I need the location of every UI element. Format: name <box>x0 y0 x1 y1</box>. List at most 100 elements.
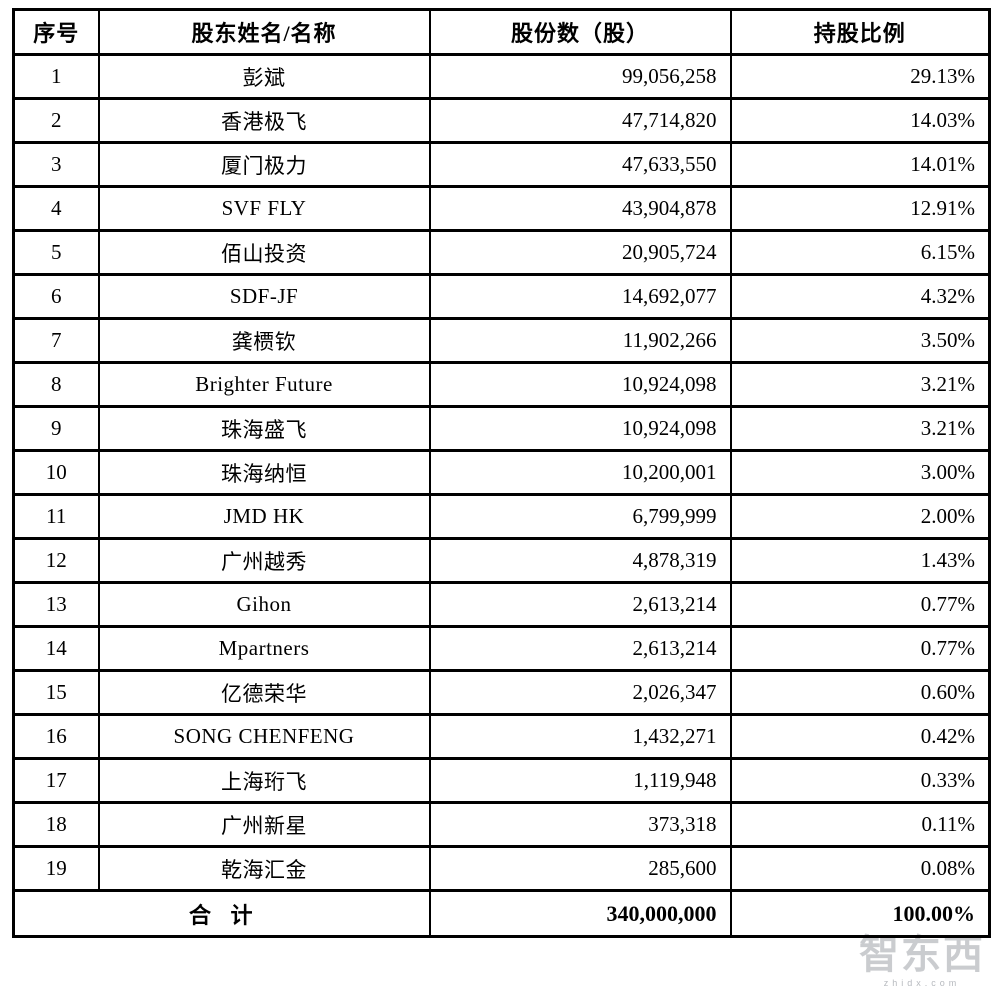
row-serial-number: 11 <box>12 493 100 540</box>
shareholder-table: 序号 股东姓名/名称 股份数（股） 持股比例 1 彭斌 99,056,258 29.1… <box>12 8 991 938</box>
row-serial-number: 10 <box>12 449 100 496</box>
row-ownership-percent: 0.33% <box>729 757 991 804</box>
row-shareholder-name: 佰山投资 <box>97 229 431 276</box>
row-share-count: 10,200,001 <box>428 449 732 496</box>
zhidx-domain-text: zhidx.com <box>883 978 961 988</box>
row-shareholder-name: 亿德荣华 <box>97 669 431 716</box>
row-ownership-percent: 0.77% <box>729 625 991 672</box>
row-share-count: 99,056,258 <box>428 53 732 100</box>
row-shareholder-name: SONG CHENFENG <box>97 713 431 760</box>
table-row: 11 JMD HK 6,799,999 2.00% <box>12 493 991 540</box>
row-ownership-percent: 0.60% <box>729 669 991 716</box>
table-row: 18 广州新星 373,318 0.11% <box>12 801 991 848</box>
row-share-count: 43,904,878 <box>428 185 732 232</box>
row-shareholder-name: Mpartners <box>97 625 431 672</box>
row-ownership-percent: 2.00% <box>729 493 991 540</box>
row-shareholder-name: 厦门极力 <box>97 141 431 188</box>
table-row: 12 广州越秀 4,878,319 1.43% <box>12 537 991 584</box>
row-serial-number: 16 <box>12 713 100 760</box>
row-shareholder-name: Gihon <box>97 581 431 628</box>
row-shareholder-name: Brighter Future <box>97 361 431 408</box>
row-serial-number: 2 <box>12 97 100 144</box>
row-ownership-percent: 4.32% <box>729 273 991 320</box>
table-row: 10 珠海纳恒 10,200,001 3.00% <box>12 449 991 496</box>
table-row: 8 Brighter Future 10,924,098 3.21% <box>12 361 991 408</box>
row-shareholder-name: 珠海纳恒 <box>97 449 431 496</box>
row-shareholder-name: 上海珩飞 <box>97 757 431 804</box>
row-share-count: 6,799,999 <box>428 493 732 540</box>
row-serial-number: 19 <box>12 845 100 892</box>
zhidx-watermark: 智东西 zhidx.com <box>852 935 992 988</box>
row-serial-number: 7 <box>12 317 100 364</box>
table-row: 14 Mpartners 2,613,214 0.77% <box>12 625 991 672</box>
table-row: 7 龚槚钦 11,902,266 3.50% <box>12 317 991 364</box>
row-share-count: 2,613,214 <box>428 581 732 628</box>
row-serial-number: 6 <box>12 273 100 320</box>
row-share-count: 4,878,319 <box>428 537 732 584</box>
row-share-count: 10,924,098 <box>428 361 732 408</box>
table-row: 13 Gihon 2,613,214 0.77% <box>12 581 991 628</box>
table-row: 17 上海珩飞 1,119,948 0.33% <box>12 757 991 804</box>
row-shareholder-name: 广州新星 <box>97 801 431 848</box>
table-row: 3 厦门极力 47,633,550 14.01% <box>12 141 991 188</box>
row-shareholder-name: 广州越秀 <box>97 537 431 584</box>
row-ownership-percent: 29.13% <box>729 53 991 100</box>
row-shareholder-name: JMD HK <box>97 493 431 540</box>
row-ownership-percent: 0.08% <box>729 845 991 892</box>
row-serial-number: 14 <box>12 625 100 672</box>
row-share-count: 10,924,098 <box>428 405 732 452</box>
row-serial-number: 15 <box>12 669 100 716</box>
row-serial-number: 17 <box>12 757 100 804</box>
header-serial-number: 序号 <box>12 8 100 56</box>
row-share-count: 47,714,820 <box>428 97 732 144</box>
header-share-count: 股份数（股） <box>428 8 732 56</box>
row-share-count: 285,600 <box>428 845 732 892</box>
row-shareholder-name: 龚槚钦 <box>97 317 431 364</box>
row-serial-number: 4 <box>12 185 100 232</box>
row-ownership-percent: 1.43% <box>729 537 991 584</box>
row-ownership-percent: 0.11% <box>729 801 991 848</box>
row-serial-number: 5 <box>12 229 100 276</box>
row-shareholder-name: SVF FLY <box>97 185 431 232</box>
row-share-count: 14,692,077 <box>428 273 732 320</box>
row-ownership-percent: 0.77% <box>729 581 991 628</box>
row-serial-number: 18 <box>12 801 100 848</box>
row-ownership-percent: 3.21% <box>729 405 991 452</box>
total-ownership-percent: 100.00% <box>729 889 991 938</box>
table-row: 1 彭斌 99,056,258 29.13% <box>12 53 991 100</box>
row-share-count: 11,902,266 <box>428 317 732 364</box>
row-shareholder-name: 彭斌 <box>97 53 431 100</box>
row-shareholder-name: 乾海汇金 <box>97 845 431 892</box>
row-ownership-percent: 14.01% <box>729 141 991 188</box>
table-row: 9 珠海盛飞 10,924,098 3.21% <box>12 405 991 452</box>
document-page: 序号 股东姓名/名称 股份数（股） 持股比例 1 彭斌 99,056,258 29.1… <box>12 8 991 938</box>
zhidx-logo: 智东西 <box>859 933 985 977</box>
row-share-count: 373,318 <box>428 801 732 848</box>
row-share-count: 1,119,948 <box>428 757 732 804</box>
total-share-count: 340,000,000 <box>428 889 732 938</box>
table-row: 19 乾海汇金 285,600 0.08% <box>12 845 991 892</box>
row-share-count: 20,905,724 <box>428 229 732 276</box>
row-share-count: 47,633,550 <box>428 141 732 188</box>
table-row: 16 SONG CHENFENG 1,432,271 0.42% <box>12 713 991 760</box>
row-ownership-percent: 14.03% <box>729 97 991 144</box>
row-serial-number: 12 <box>12 537 100 584</box>
row-share-count: 2,026,347 <box>428 669 732 716</box>
table-row: 5 佰山投资 20,905,724 6.15% <box>12 229 991 276</box>
table-row: 4 SVF FLY 43,904,878 12.91% <box>12 185 991 232</box>
row-serial-number: 1 <box>12 53 100 100</box>
row-ownership-percent: 3.21% <box>729 361 991 408</box>
header-shareholder-name: 股东姓名/名称 <box>97 8 431 56</box>
table-row: 2 香港极飞 47,714,820 14.03% <box>12 97 991 144</box>
row-ownership-percent: 0.42% <box>729 713 991 760</box>
row-ownership-percent: 3.00% <box>729 449 991 496</box>
row-ownership-percent: 6.15% <box>729 229 991 276</box>
total-row: 合 计 340,000,000 100.00% <box>12 889 991 938</box>
row-serial-number: 3 <box>12 141 100 188</box>
row-serial-number: 13 <box>12 581 100 628</box>
header-row: 序号 股东姓名/名称 股份数（股） 持股比例 <box>12 8 991 56</box>
total-label: 合 计 <box>12 889 431 938</box>
table-row: 6 SDF-JF 14,692,077 4.32% <box>12 273 991 320</box>
row-serial-number: 8 <box>12 361 100 408</box>
header-ownership-percent: 持股比例 <box>729 8 991 56</box>
